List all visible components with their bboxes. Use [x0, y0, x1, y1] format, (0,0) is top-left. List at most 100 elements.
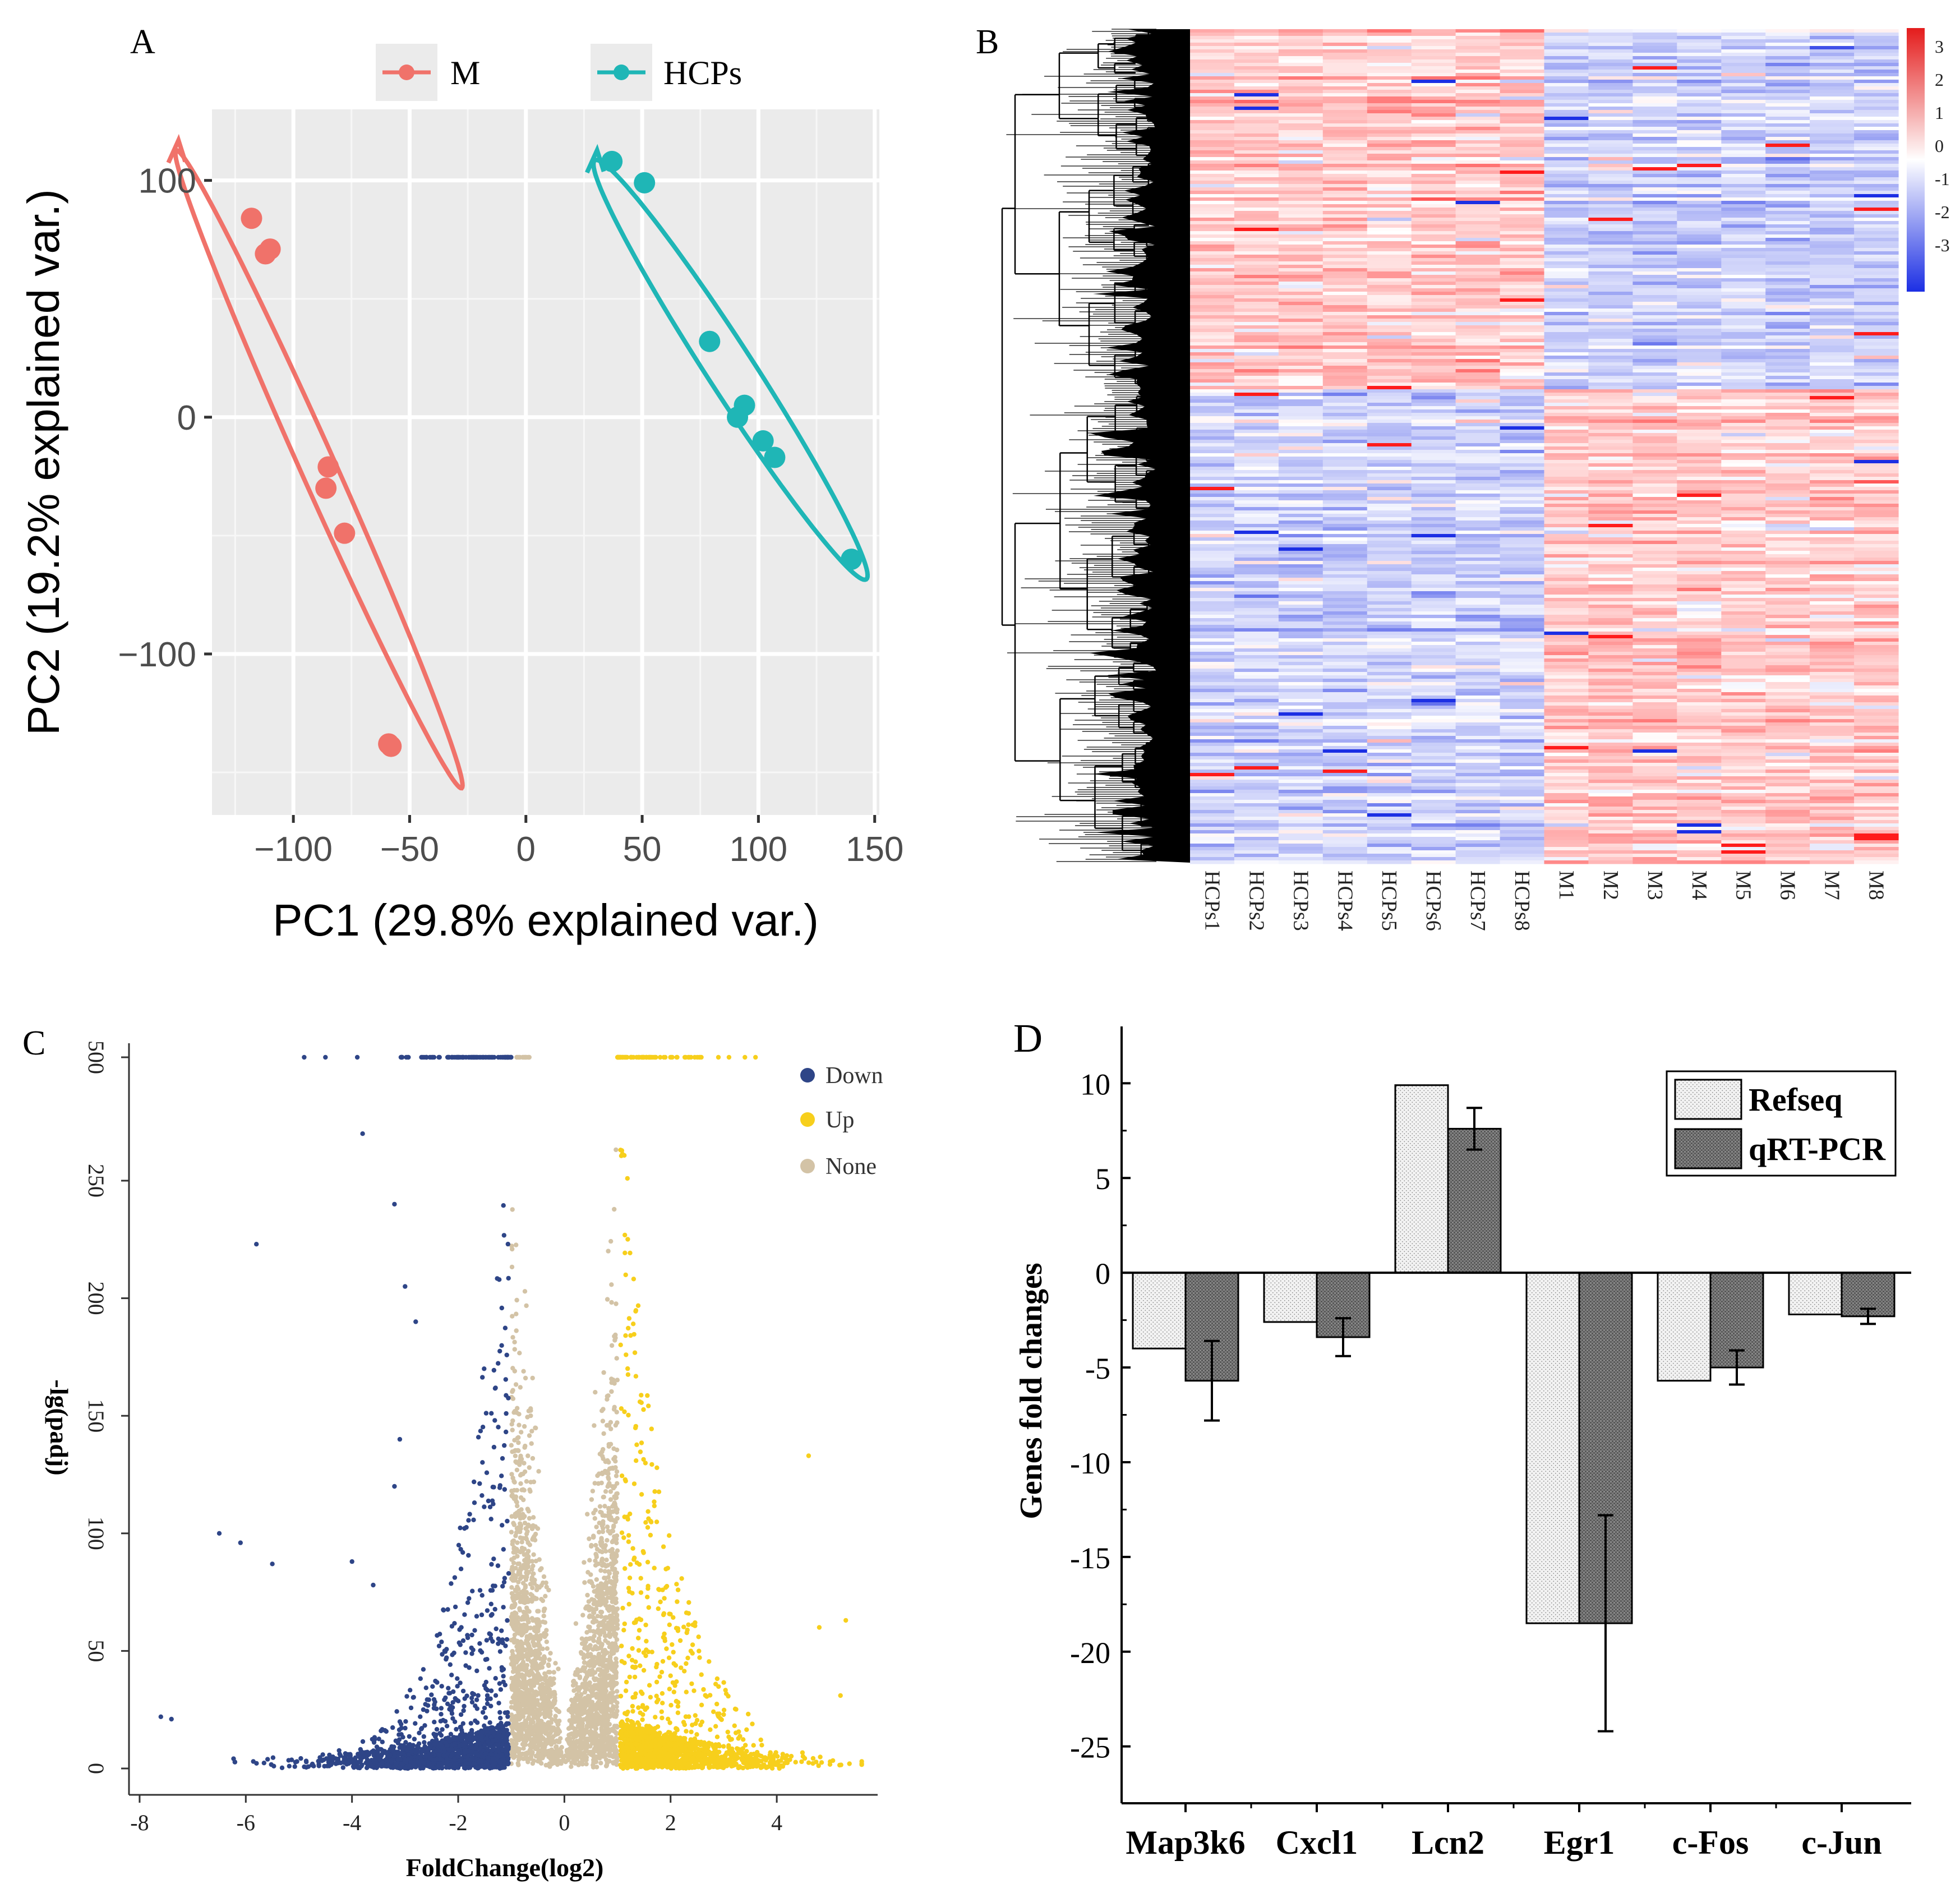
- heatmap-cell: [1411, 386, 1456, 390]
- heatmap-cell: [1810, 335, 1855, 339]
- heatmap-cell: [1455, 211, 1501, 215]
- heatmap-cell: [1190, 194, 1235, 198]
- heatmap-cell: [1544, 699, 1589, 703]
- heatmap-cell: [1810, 191, 1855, 195]
- heatmap-cell: [1190, 167, 1235, 171]
- heatmap-cell: [1765, 692, 1810, 696]
- heatmap-cell: [1810, 204, 1855, 208]
- heatmap-cell: [1367, 497, 1412, 501]
- heatmap-cell: [1278, 709, 1323, 713]
- heatmap-cell: [1854, 733, 1899, 736]
- heatmap-cell: [1854, 147, 1899, 151]
- heatmap-cell: [1765, 33, 1810, 36]
- heatmap-cell: [1854, 783, 1899, 787]
- heatmap-cell: [1632, 507, 1677, 511]
- heatmap-cell: [1854, 187, 1899, 191]
- heatmap-cell: [1234, 157, 1279, 161]
- heatmap-cell: [1367, 59, 1412, 63]
- heatmap-cell: [1500, 396, 1545, 400]
- heatmap-cell: [1677, 245, 1722, 248]
- pca-y-tick-label: 0: [177, 399, 196, 437]
- heatmap-cell: [1588, 645, 1633, 649]
- heatmap-cell: [1278, 716, 1323, 720]
- heatmap-cell: [1544, 803, 1589, 807]
- heatmap-cell: [1588, 312, 1633, 316]
- heatmap-cell: [1455, 39, 1501, 43]
- heatmap-cell: [1544, 450, 1589, 454]
- heatmap-cell: [1588, 749, 1633, 753]
- heatmap-cell: [1810, 157, 1855, 161]
- heatmap-cell: [1455, 541, 1501, 545]
- heatmap-cell: [1677, 140, 1722, 144]
- heatmap-cell: [1854, 662, 1899, 666]
- heatmap-cell: [1411, 783, 1456, 787]
- heatmap-cell: [1322, 595, 1368, 598]
- heatmap-cell: [1632, 689, 1677, 693]
- heatmap-cell: [1588, 443, 1633, 447]
- heatmap-cell: [1854, 436, 1899, 440]
- heatmap-cell: [1721, 93, 1766, 97]
- heatmap-cell: [1455, 796, 1501, 800]
- heatmap-cell: [1500, 275, 1545, 279]
- heatmap-cell: [1455, 473, 1501, 477]
- heatmap-cell: [1234, 477, 1279, 481]
- heatmap-cell: [1721, 197, 1766, 201]
- heatmap-cell: [1455, 436, 1501, 440]
- heatmap-cell: [1190, 813, 1235, 817]
- heatmap-cell: [1411, 137, 1456, 141]
- heatmap-cell: [1632, 682, 1677, 686]
- heatmap-cell: [1588, 716, 1633, 720]
- heatmap-cell: [1411, 793, 1456, 797]
- heatmap-cell: [1544, 584, 1589, 588]
- heatmap-cell: [1367, 467, 1412, 471]
- heatmap-column-label: HCPs6: [1422, 870, 1445, 931]
- heatmap-cell: [1500, 117, 1545, 121]
- heatmap-cell: [1854, 453, 1899, 457]
- heatmap-cell: [1500, 497, 1545, 501]
- heatmap-cell: [1322, 406, 1368, 410]
- heatmap-cell: [1500, 857, 1545, 861]
- heatmap-cell: [1367, 460, 1412, 464]
- heatmap-cell: [1721, 709, 1766, 713]
- heatmap-cell: [1721, 372, 1766, 376]
- heatmap-cell: [1500, 369, 1545, 373]
- heatmap-cell: [1588, 160, 1633, 164]
- heatmap-cell: [1190, 70, 1235, 73]
- heatmap-cell: [1765, 218, 1810, 222]
- heatmap-cell: [1190, 537, 1235, 541]
- heatmap-cell: [1854, 295, 1899, 299]
- heatmap-cell: [1190, 786, 1235, 790]
- heatmap-cell: [1234, 369, 1279, 373]
- heatmap-cell: [1588, 743, 1633, 747]
- heatmap-cell: [1455, 574, 1501, 578]
- heatmap-cell: [1278, 248, 1323, 252]
- heatmap-cell: [1854, 443, 1899, 447]
- heatmap-cell: [1677, 500, 1722, 504]
- heatmap-cell: [1677, 157, 1722, 161]
- heatmap-cell: [1278, 107, 1323, 110]
- heatmap-cell: [1632, 480, 1677, 484]
- heatmap-cell: [1190, 154, 1235, 158]
- heatmap-cell: [1677, 729, 1722, 733]
- heatmap-cell: [1632, 780, 1677, 784]
- heatmap-cell: [1677, 329, 1722, 333]
- heatmap-cell: [1721, 817, 1766, 821]
- heatmap-cell: [1544, 308, 1589, 312]
- heatmap-cell: [1632, 167, 1677, 171]
- heatmap-cell: [1411, 497, 1456, 501]
- heatmap-cell: [1632, 73, 1677, 77]
- heatmap-cell: [1721, 46, 1766, 50]
- heatmap-cell: [1677, 218, 1722, 222]
- heatmap-cell: [1500, 803, 1545, 807]
- heatmap-cell: [1632, 440, 1677, 444]
- heatmap-cell: [1322, 181, 1368, 185]
- heatmap-cell: [1721, 521, 1766, 524]
- heatmap-cell: [1721, 275, 1766, 279]
- heatmap-cell: [1544, 332, 1589, 336]
- heatmap-cell: [1411, 470, 1456, 474]
- heatmap-cell: [1411, 551, 1456, 555]
- heatmap-cell: [1677, 514, 1722, 518]
- heatmap-cell: [1544, 793, 1589, 797]
- heatmap-cell: [1322, 494, 1368, 498]
- heatmap-cell: [1322, 618, 1368, 622]
